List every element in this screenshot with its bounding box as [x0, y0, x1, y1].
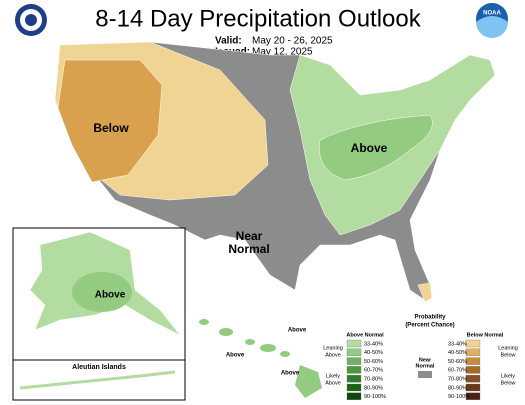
below-bin-swatch: [465, 375, 481, 383]
below-bin-label: 40-50%: [448, 350, 467, 356]
above-bin-label: 90-100%: [364, 394, 386, 400]
below-title: Below Normal: [467, 332, 504, 338]
hawaii: [199, 319, 322, 398]
leaning-above: Above: [325, 352, 341, 358]
label-hawaii-2: Above: [226, 353, 245, 359]
label-hawaii-1: Above: [288, 328, 307, 334]
near-swatch: [418, 371, 432, 378]
legend: Probability (Percent Chance) Above Norma…: [323, 315, 518, 400]
likely-above: Likely: [326, 373, 340, 379]
label-hawaii-3: Above: [281, 371, 300, 377]
label-above: Above: [351, 141, 388, 155]
issued: May 12, 2025: [252, 47, 313, 58]
above-title: Above Normal: [346, 332, 384, 338]
noaa-text: NOAA: [483, 11, 501, 17]
above-bin-label: 70-80%: [364, 376, 383, 382]
below-bin-swatch: [465, 366, 481, 374]
near-title: Near: [419, 357, 432, 363]
above-bin-swatch: [346, 357, 362, 365]
label-aleutian: Aleutian Islands: [72, 364, 126, 371]
label-near: Near: [236, 229, 263, 243]
leaning-below: Below: [501, 352, 516, 358]
above-bin-label: 80-90%: [364, 385, 383, 391]
label-below: Below: [93, 121, 129, 135]
noaa-logo: NOAA: [476, 3, 508, 38]
below-bin-label: 90-100%: [448, 394, 470, 400]
likely-below: Below: [501, 380, 516, 386]
below-bin-label: 60-70%: [448, 368, 467, 374]
below-bin-swatch: [465, 348, 481, 356]
valid-label: Valid:: [215, 36, 242, 47]
alaska-above-40: [72, 272, 132, 312]
above-bin-swatch: [346, 339, 362, 348]
above-40-area: [319, 114, 433, 181]
above-bin-swatch: [346, 383, 362, 392]
below-bin-swatch: [465, 357, 481, 365]
below-bin-swatch: [465, 339, 481, 348]
below-bin-swatch: [465, 383, 481, 392]
aleutian-islands: [19, 370, 176, 390]
legend-title: Probability: [414, 315, 446, 321]
below-bin-swatch: [465, 392, 481, 400]
leaning-above: Leaning: [323, 345, 343, 351]
above-bin-label: 50-60%: [364, 359, 383, 365]
legend-subtitle: (Percent Chance): [405, 323, 454, 329]
likely-above: Above: [325, 380, 341, 386]
above-bin-label: 33-40%: [364, 341, 383, 347]
above-bin-label: 60-70%: [364, 368, 383, 374]
below-bin-label: 50-60%: [448, 359, 467, 365]
below-bin-label: 80-90%: [448, 385, 467, 391]
leaning-below: Leaning: [498, 345, 518, 351]
below-bin-label: 33-40%: [448, 341, 467, 347]
above-bin-swatch: [346, 366, 362, 374]
near-title: Normal: [416, 363, 435, 369]
doc-logo: [15, 4, 47, 36]
valid: May 20 - 26, 2025: [252, 36, 333, 47]
above-bin-swatch: [346, 375, 362, 383]
below-bin-label: 70-80%: [448, 376, 467, 382]
conus-map: [54, 41, 496, 303]
likely-below: Likely: [501, 373, 515, 379]
above-bin-label: 40-50%: [364, 350, 383, 356]
above-bin-swatch: [346, 392, 362, 400]
title: 8-14 Day Precipitation Outlook: [95, 5, 422, 32]
below-40-area: [57, 59, 163, 183]
label-alaska: Above: [95, 290, 126, 301]
above-bin-swatch: [346, 348, 362, 356]
label-normal: Normal: [228, 242, 269, 256]
florida-below: [417, 282, 433, 303]
